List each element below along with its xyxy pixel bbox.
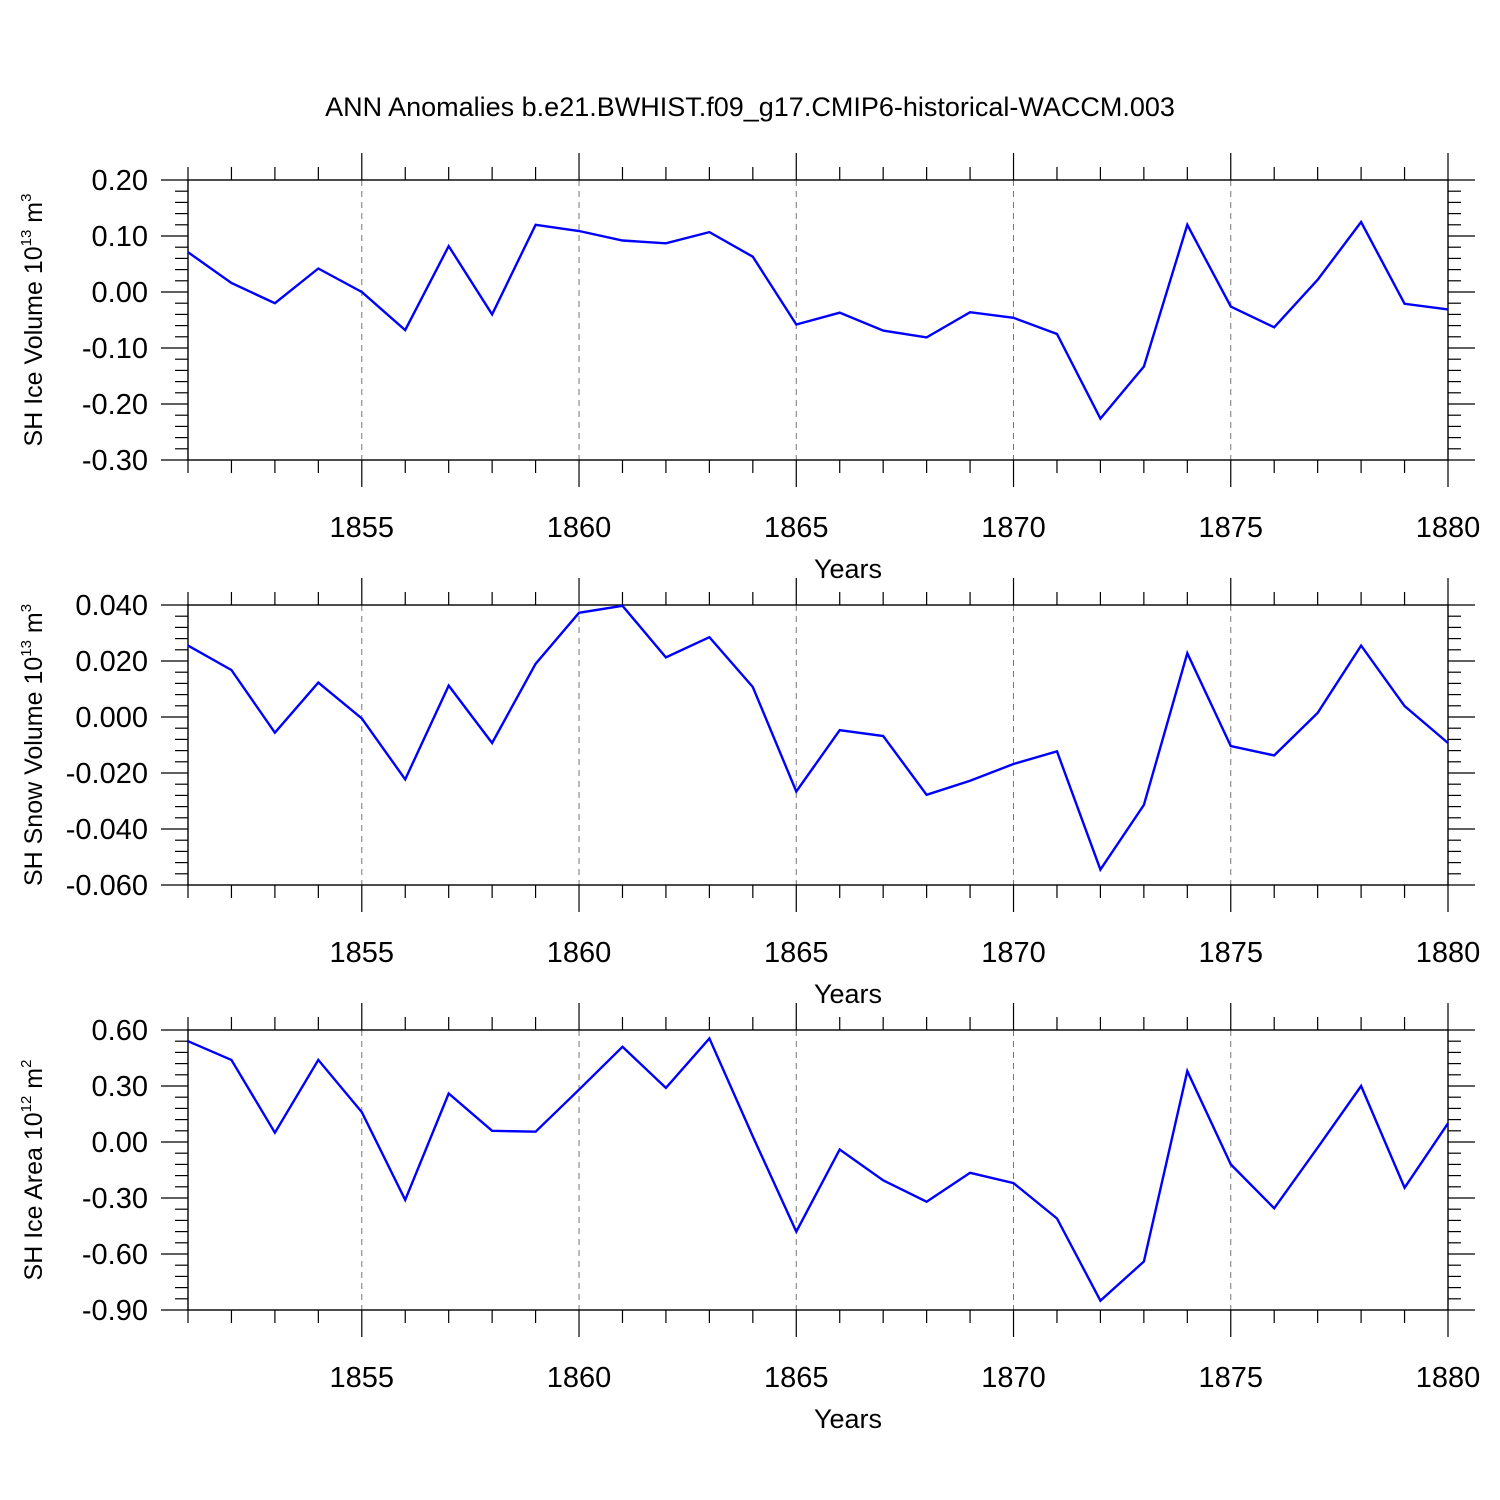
x-tick-label: 1870 <box>981 1362 1046 1394</box>
y-axis-label-unit: m <box>20 1068 48 1096</box>
y-axis-label: SH Ice Volume 1013 m3 <box>18 194 48 447</box>
y-tick-label: 0.20 <box>92 165 148 197</box>
y-tick-label: 0.00 <box>92 277 148 309</box>
y-axis-label-text: SH Ice Area 10 <box>20 1112 48 1280</box>
y-axis-label-text: SH Ice Volume 10 <box>20 246 48 446</box>
y-axis-label-text: SH Snow Volume 10 <box>20 657 48 886</box>
x-tick-label: 1855 <box>330 1362 395 1394</box>
y-axis-label-exponent: 13 <box>18 230 35 247</box>
y-axis-label-exponent: 13 <box>18 640 35 657</box>
y-tick-label: -0.20 <box>82 389 148 421</box>
y-tick-label: 0.60 <box>92 1015 148 1047</box>
y-tick-label: -0.020 <box>66 758 148 790</box>
x-tick-label: 1860 <box>547 937 612 969</box>
panel-snow-volume: 0.040 0.020 0.000 -0.020 -0.040 -0.060 1855 186… <box>18 578 1480 1009</box>
y-axis-label-unit-exponent: 2 <box>18 1060 35 1068</box>
x-tick-label: 1880 <box>1416 1362 1481 1394</box>
y-axis-label-unit: m <box>20 612 48 640</box>
x-tick-label: 1875 <box>1199 1362 1264 1394</box>
x-tick-label: 1865 <box>764 1362 829 1394</box>
series-line-ice-area <box>187 1036 1449 1303</box>
x-tick-label: 1880 <box>1416 937 1481 969</box>
x-axis-label: Years <box>814 1404 882 1434</box>
y-tick-label: 0.00 <box>92 1127 148 1159</box>
y-axis-label-exponent: 12 <box>18 1096 35 1113</box>
y-tick-label: -0.30 <box>82 1183 148 1215</box>
x-tick-label: 1865 <box>764 937 829 969</box>
x-tick-label: 1860 <box>547 512 612 544</box>
y-tick-label: 0.020 <box>75 646 148 678</box>
x-tick-label: 1880 <box>1416 512 1481 544</box>
y-tick-label: -0.60 <box>82 1239 148 1271</box>
y-tick-label: -0.060 <box>66 870 148 902</box>
panel-ice-volume: 0.20 0.10 0.00 -0.10 -0.20 -0.30 1855 1860 1865 1… <box>18 153 1480 584</box>
x-tick-label: 1860 <box>547 1362 612 1394</box>
y-tick-label: 0.040 <box>75 590 148 622</box>
series-line-snow-volume <box>187 604 1449 873</box>
x-axis-label: Years <box>814 554 882 584</box>
panel-ice-area: 0.60 0.30 0.00 -0.30 -0.60 -0.90 1855 1860 1865 1… <box>18 1003 1480 1434</box>
x-tick-label: 1870 <box>981 937 1046 969</box>
y-tick-label: 0.30 <box>92 1071 148 1103</box>
chart-title: ANN Anomalies b.e21.BWHIST.f09_g17.CMIP6… <box>325 92 1175 122</box>
y-tick-label: -0.040 <box>66 814 148 846</box>
x-tick-label: 1875 <box>1199 937 1264 969</box>
y-tick-label: -0.90 <box>82 1295 148 1327</box>
y-tick-label: 0.10 <box>92 221 148 253</box>
y-tick-label: -0.30 <box>82 445 148 477</box>
x-tick-label: 1865 <box>764 512 829 544</box>
x-tick-label: 1875 <box>1199 512 1264 544</box>
y-tick-label: -0.10 <box>82 333 148 365</box>
y-axis-label-unit-exponent: 3 <box>18 604 35 612</box>
x-tick-label: 1855 <box>330 512 395 544</box>
x-axis-label: Years <box>814 979 882 1009</box>
series-line-ice-volume <box>187 219 1449 421</box>
y-tick-label: 0.000 <box>75 702 148 734</box>
y-axis-label: SH Ice Area 1012 m2 <box>18 1060 48 1281</box>
x-tick-label: 1855 <box>330 937 395 969</box>
y-axis-label: SH Snow Volume 1013 m3 <box>18 604 48 886</box>
plot-frame <box>187 179 1449 461</box>
plot-frame <box>187 1029 1449 1311</box>
plot-frame <box>187 604 1449 886</box>
y-axis-label-unit-exponent: 3 <box>18 194 35 202</box>
y-axis-label-unit: m <box>20 202 48 230</box>
x-tick-label: 1870 <box>981 512 1046 544</box>
